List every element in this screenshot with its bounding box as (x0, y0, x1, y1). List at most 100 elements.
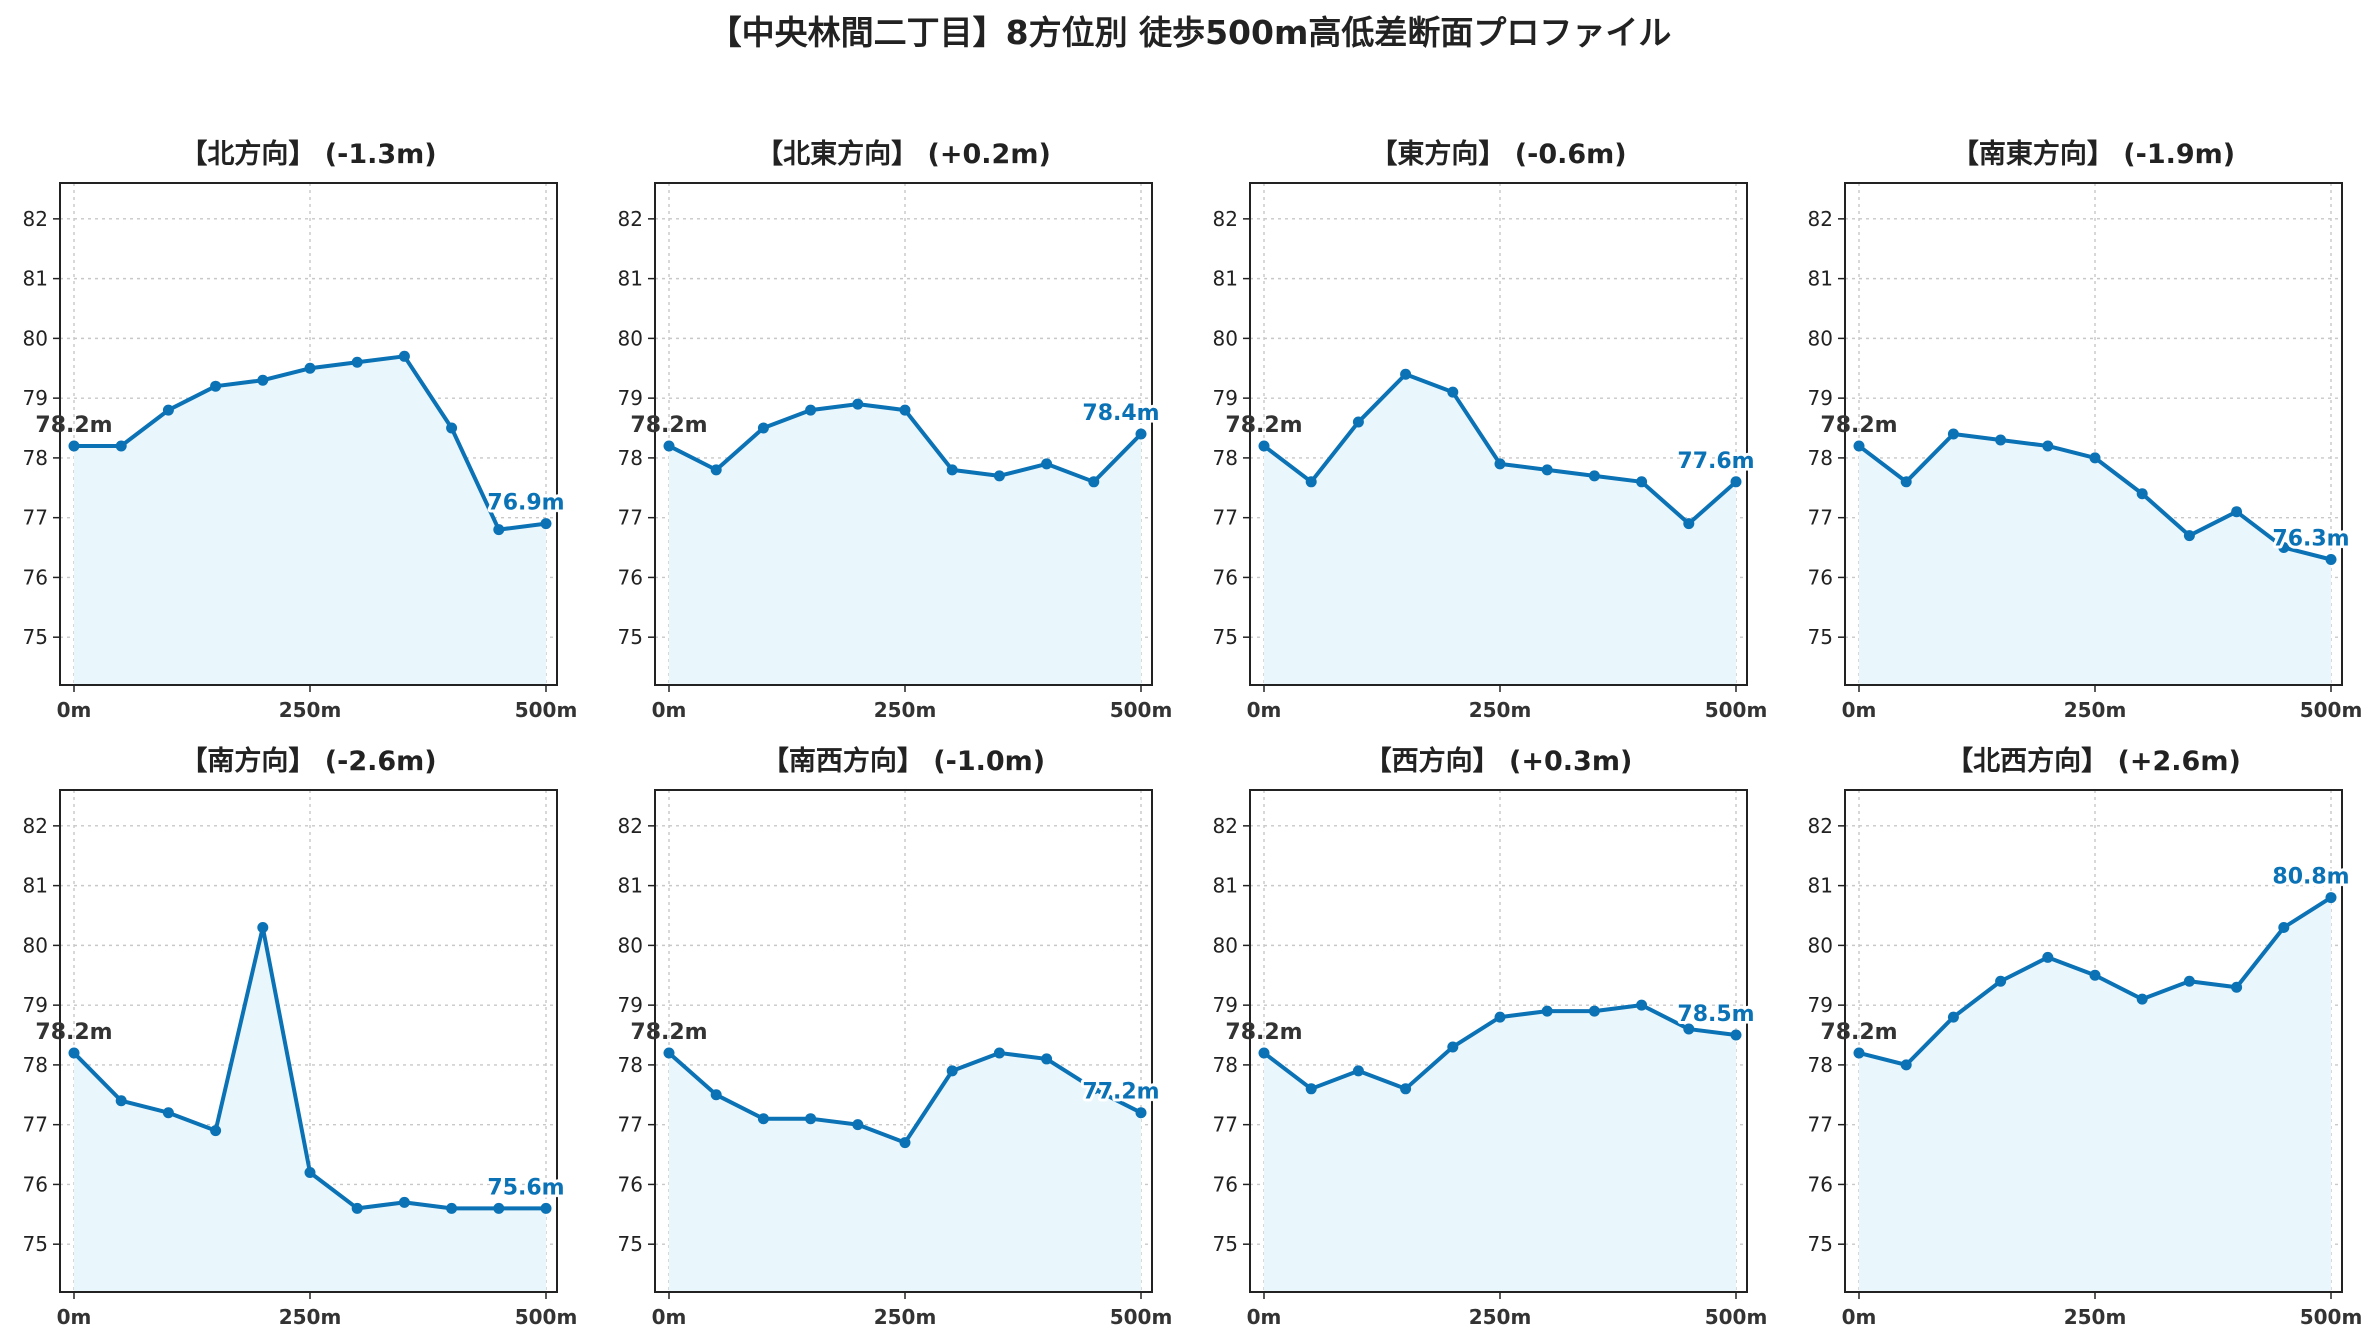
y-tick-label: 79 (1808, 386, 1833, 410)
data-point (1947, 428, 1959, 440)
data-point (68, 440, 80, 452)
data-point (1853, 1047, 1865, 1059)
y-tick-label: 81 (23, 874, 48, 898)
y-tick-label: 82 (618, 207, 643, 231)
x-tick-label: 0m (1247, 698, 1282, 722)
data-point (2183, 975, 2195, 987)
data-point (1305, 1083, 1317, 1095)
y-tick-label: 75 (23, 625, 48, 649)
y-tick-label: 78 (1213, 1053, 1238, 1077)
panel-title: 【北西方向】 (+2.6m) (1946, 745, 2241, 777)
data-point (1588, 1005, 1600, 1017)
data-point (1352, 416, 1364, 428)
data-point (1400, 1083, 1412, 1095)
data-point (446, 422, 458, 434)
y-tick-label: 76 (23, 565, 48, 589)
y-tick-label: 81 (23, 267, 48, 291)
profile-area (1859, 897, 2331, 1292)
y-tick-label: 79 (23, 386, 48, 410)
data-point (1588, 470, 1600, 482)
data-point (946, 464, 958, 476)
figure-title: 【中央林間二丁目】8方位別 徒歩500m高低差断面プロファイル (709, 13, 1672, 52)
y-tick-label: 76 (618, 1172, 643, 1196)
y-tick-label: 82 (23, 814, 48, 838)
profile-area (669, 404, 1141, 685)
y-tick-label: 79 (1213, 386, 1238, 410)
y-tick-label: 77 (1213, 506, 1238, 530)
data-point (2325, 892, 2337, 904)
panel-title: 【南西方向】 (-1.0m) (762, 745, 1045, 777)
data-point (2042, 951, 2054, 963)
panel-title: 【南東方向】 (-1.9m) (1952, 138, 2235, 170)
x-tick-label: 500m (515, 698, 578, 722)
data-point (757, 1113, 769, 1125)
end-elevation-label-halo: 77.6m (1677, 449, 1754, 474)
profile-area (669, 1052, 1141, 1292)
data-point (1088, 476, 1100, 488)
y-tick-label: 77 (1808, 1113, 1833, 1137)
y-tick-label: 75 (618, 625, 643, 649)
y-tick-label: 75 (23, 1232, 48, 1256)
x-tick-label: 500m (1705, 1305, 1768, 1329)
start-elevation-label: 78.2m (1225, 1020, 1302, 1045)
profile-area (1859, 434, 2331, 685)
end-elevation-label-halo: 76.9m (487, 491, 564, 516)
y-tick-label: 82 (1808, 814, 1833, 838)
y-tick-label: 82 (618, 814, 643, 838)
x-tick-label: 0m (1842, 1305, 1877, 1329)
y-tick-label: 78 (618, 1053, 643, 1077)
start-elevation-label: 78.2m (35, 413, 112, 438)
y-tick-label: 76 (1213, 1172, 1238, 1196)
data-point (68, 1047, 80, 1059)
data-point (1636, 999, 1648, 1011)
start-elevation-label: 78.2m (1820, 413, 1897, 438)
y-tick-label: 82 (23, 207, 48, 231)
data-point (1352, 1065, 1364, 1077)
data-point (2183, 530, 2195, 542)
data-point (493, 1202, 505, 1214)
plot-frame (59, 789, 558, 1293)
y-tick-label: 79 (618, 993, 643, 1017)
end-elevation-label-halo: 78.4m (1082, 401, 1159, 426)
data-point (446, 1202, 458, 1214)
data-point (1447, 1041, 1459, 1053)
y-tick-label: 80 (1808, 933, 1833, 957)
y-tick-label: 76 (1808, 565, 1833, 589)
data-point (2231, 506, 2243, 518)
data-point (805, 404, 817, 416)
x-tick-label: 500m (515, 1305, 578, 1329)
data-point (852, 398, 864, 410)
data-point (257, 921, 269, 933)
y-tick-label: 77 (23, 1113, 48, 1137)
plot-frame (59, 182, 558, 686)
x-tick-label: 250m (2064, 698, 2127, 722)
x-tick-label: 250m (2064, 1305, 2127, 1329)
y-tick-label: 80 (1808, 326, 1833, 350)
y-tick-label: 80 (1213, 326, 1238, 350)
data-point (2042, 440, 2054, 452)
data-point (398, 1196, 410, 1208)
end-elevation-label: 77.6m (1677, 449, 1754, 474)
data-point (1730, 476, 1742, 488)
x-tick-label: 250m (874, 1305, 937, 1329)
data-point (1494, 458, 1506, 470)
y-tick-label: 77 (1213, 1113, 1238, 1137)
y-tick-label: 75 (1213, 1232, 1238, 1256)
x-tick-label: 250m (279, 698, 342, 722)
data-point (1853, 440, 1865, 452)
panel-0: 【北方向】 (-1.3m) 75 76 77 78 79 80 81 82 0m 250m 500m 7… (23, 138, 578, 722)
data-point (2231, 981, 2243, 993)
profile-area (1264, 1005, 1736, 1292)
end-elevation-label: 77.2m (1082, 1080, 1159, 1105)
data-point (2278, 542, 2290, 554)
y-tick-label: 78 (23, 446, 48, 470)
data-point (993, 1047, 1005, 1059)
panel-5: 【南西方向】 (-1.0m) 75 76 77 78 79 80 81 82 0m 250m 500m… (618, 745, 1173, 1329)
data-point (351, 1202, 363, 1214)
y-tick-label: 78 (1808, 446, 1833, 470)
data-point (493, 524, 505, 536)
start-elevation-label: 78.2m (1225, 413, 1302, 438)
data-point (2136, 488, 2148, 500)
data-point (1730, 1029, 1742, 1041)
data-point (1258, 440, 1270, 452)
